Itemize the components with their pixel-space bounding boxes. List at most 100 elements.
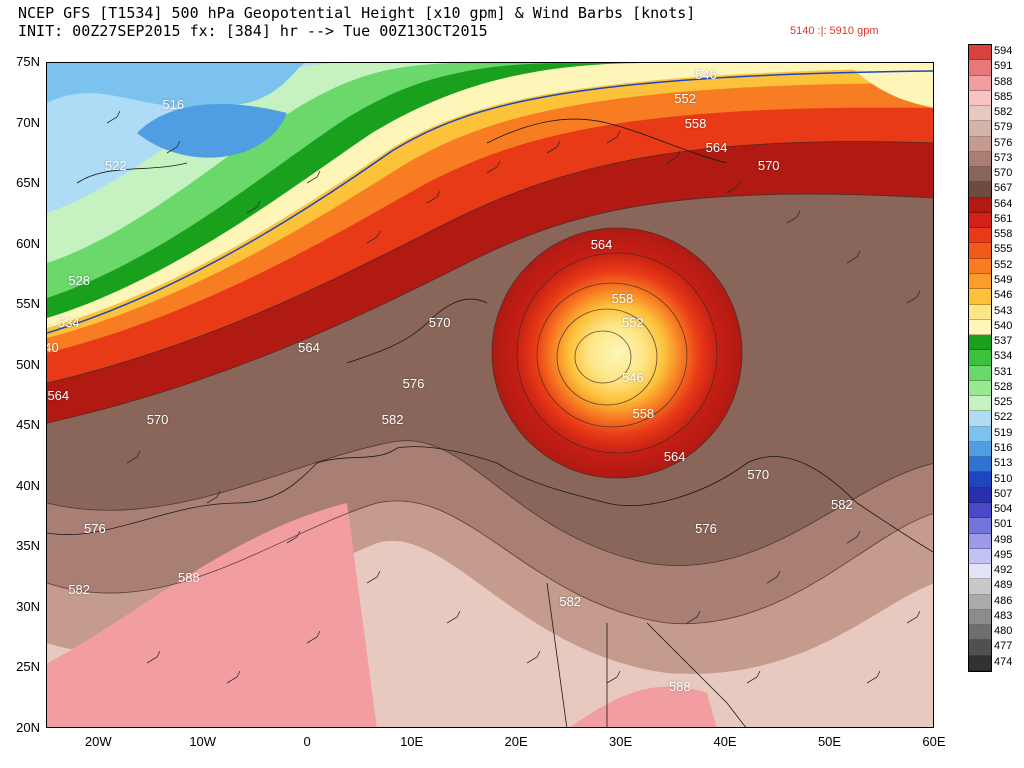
contour-label: 570 [146, 412, 169, 428]
legend-level-label: 504 [994, 503, 1013, 516]
contour-label: 570 [747, 466, 770, 482]
lat-tick-label: 25N [16, 659, 40, 675]
legend-level-label: 561 [994, 212, 1013, 225]
legend-swatch [969, 90, 991, 107]
contour-label: 576 [84, 521, 106, 537]
lat-tick-label: 40N [16, 477, 40, 493]
legend-swatch [969, 289, 991, 305]
legend-level-label: 513 [994, 457, 1013, 470]
map-panel: 516 522 528 534 540 564 570 576 582 588 564 570 576 5… [46, 62, 934, 728]
contour-label: 558 [684, 115, 707, 131]
legend-level-label: 480 [994, 625, 1013, 638]
contour-label: 564 [705, 139, 728, 155]
lat-tick-label: 35N [16, 538, 40, 554]
contour-label: 582 [381, 412, 404, 428]
legend-level-label: 588 [994, 75, 1013, 88]
lon-tick-label: 20E [504, 734, 528, 749]
legend-swatch [969, 258, 991, 274]
legend-swatch [969, 502, 991, 519]
legend-level-label: 528 [994, 380, 1013, 393]
legend-swatch [969, 564, 991, 580]
legend-swatch [969, 365, 991, 381]
legend-level-label: 498 [994, 533, 1013, 546]
legend-level-label: 525 [994, 396, 1013, 409]
contour-label: 582 [559, 593, 582, 609]
lon-tick-label: 30E [609, 734, 633, 749]
legend-level-label: 492 [994, 564, 1013, 577]
cutoff-low [492, 228, 742, 478]
legend-level-label: 534 [994, 350, 1013, 363]
band-588 [47, 503, 377, 727]
legend-swatch [969, 60, 991, 76]
lat-tick-label: 20N [16, 720, 40, 735]
lat-tick-label: 75N [16, 54, 40, 69]
legend-swatch [969, 426, 991, 442]
contour-label: 564 [663, 448, 686, 464]
legend-level-label: 486 [994, 594, 1013, 607]
contour-label: 528 [68, 272, 91, 288]
legend-level-label: 591 [994, 60, 1013, 73]
contour-label: 570 [428, 315, 451, 331]
lat-tick-label: 60N [16, 235, 40, 251]
legend-level-label: 546 [994, 289, 1013, 302]
contour-label: 588 [178, 569, 200, 585]
legend-swatch [969, 380, 991, 397]
lon-tick-label: 50E [817, 734, 842, 749]
legend-swatch [969, 197, 991, 213]
legend-level-label: 579 [994, 121, 1013, 134]
lon-tick-label: 60E [922, 734, 946, 749]
legend-swatch [969, 609, 991, 626]
contour-label: 564 [298, 339, 320, 355]
legend-level-label: 564 [994, 197, 1013, 210]
band-ne-ridge [847, 63, 933, 108]
legend-level-label: 555 [994, 243, 1013, 256]
legend-swatch [969, 121, 991, 137]
contour-label: 558 [632, 406, 655, 422]
coastlines [47, 118, 933, 727]
legend-swatch [969, 640, 991, 656]
lat-tick-label: 30N [16, 598, 40, 614]
legend-swatch [969, 441, 991, 458]
legend-swatch [969, 167, 991, 183]
legend-swatch [969, 579, 991, 595]
legend-level-label: 516 [994, 441, 1013, 454]
contour-label: 516 [162, 97, 185, 113]
lat-tick-label: 50N [16, 356, 40, 372]
legend-level-label: 582 [994, 106, 1013, 119]
legend-level-label: 567 [994, 182, 1013, 195]
band-nw-blue [137, 104, 287, 158]
legend-swatch [969, 411, 991, 427]
contour-label: 582 [68, 581, 91, 597]
legend-level-label: 507 [994, 487, 1013, 500]
legend-swatch [969, 487, 991, 503]
lat-tick-label: 70N [16, 114, 40, 130]
legend-level-label: 522 [994, 411, 1013, 424]
geopotential-map [47, 63, 933, 727]
contour-label: 552 [622, 315, 644, 331]
legend-level-label: 531 [994, 365, 1013, 378]
legend-swatch [969, 548, 991, 565]
legend-swatch [969, 106, 991, 122]
lon-tick-label: 40E [713, 734, 737, 749]
legend-level-label: 594 [994, 45, 1013, 57]
legend-level-label: 519 [994, 426, 1013, 439]
lon-tick-label: 0 [303, 734, 311, 749]
legend-swatch [969, 243, 991, 259]
legend-level-label: 576 [994, 136, 1013, 149]
lat-tick-label: 65N [16, 175, 40, 191]
legend-level-label: 495 [994, 548, 1013, 561]
legend-swatch [969, 335, 991, 351]
contour-label: 570 [757, 157, 780, 173]
chart-subtitle: INIT: 00Z27SEP2015 fx: [384] hr --> Tue … [18, 22, 488, 40]
band-510 [47, 63, 307, 108]
legend-swatch [969, 45, 991, 61]
chart-title: NCEP GFS [T1534] 500 hPa Geopotential He… [18, 4, 696, 22]
legend-level-label: 573 [994, 151, 1013, 164]
contour-label: 576 [402, 375, 425, 391]
lon-tick-label: 20W [84, 734, 112, 749]
wind-barbs [106, 110, 921, 684]
legend-level-label: 477 [994, 640, 1013, 653]
contour-label: 546 [622, 369, 644, 385]
legend-swatch [969, 472, 991, 488]
lat-tick-label: 45N [16, 417, 40, 433]
